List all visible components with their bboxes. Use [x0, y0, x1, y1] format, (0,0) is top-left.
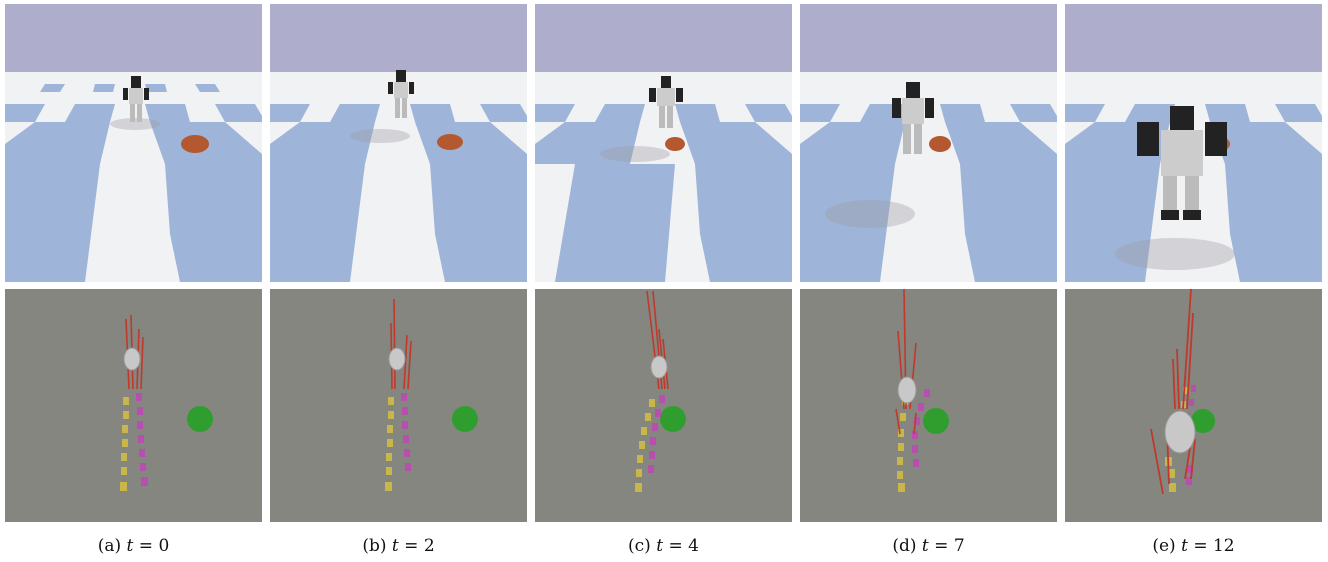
sim-view-d [800, 4, 1057, 282]
caption-c: (c) t = 4 [628, 536, 699, 556]
target-sphere [923, 408, 949, 434]
robot [649, 76, 683, 128]
debug-view-a [5, 289, 262, 522]
debug-view-d [800, 289, 1057, 522]
target-sphere [1191, 409, 1215, 433]
robot [388, 70, 414, 118]
right-footsteps [648, 395, 665, 473]
force-arrows [390, 298, 412, 390]
robot [1137, 106, 1227, 220]
caption-b: (b) t = 2 [362, 536, 435, 556]
sim-view-e [1065, 4, 1322, 282]
sim-view-c [535, 4, 792, 282]
right-footsteps [136, 393, 148, 486]
com-ellipsoid [897, 376, 917, 404]
right-footsteps [401, 393, 411, 471]
ball [665, 137, 685, 151]
debug-view-b [270, 289, 527, 522]
target-sphere [187, 406, 213, 432]
ball [929, 136, 951, 152]
debug-view-c [535, 289, 792, 522]
right-footsteps [912, 389, 930, 467]
target-sphere [452, 406, 478, 432]
ball [437, 134, 463, 150]
debug-view-e [1065, 289, 1322, 522]
com-ellipsoid [123, 347, 141, 371]
robot [123, 76, 149, 122]
com-ellipsoid [650, 355, 668, 379]
caption-d: (d) t = 7 [892, 536, 965, 556]
left-footsteps [385, 397, 394, 491]
caption-e: (e) t = 12 [1152, 536, 1235, 556]
sim-view-b [270, 4, 527, 282]
caption-a: (a) t = 0 [97, 536, 170, 556]
robot [892, 82, 934, 154]
ball [181, 135, 209, 153]
com-ellipsoid [1164, 410, 1196, 454]
left-footsteps [120, 397, 129, 491]
left-footsteps [635, 399, 655, 492]
target-sphere [660, 406, 686, 432]
com-ellipsoid [388, 347, 406, 371]
sim-view-a [5, 4, 262, 282]
